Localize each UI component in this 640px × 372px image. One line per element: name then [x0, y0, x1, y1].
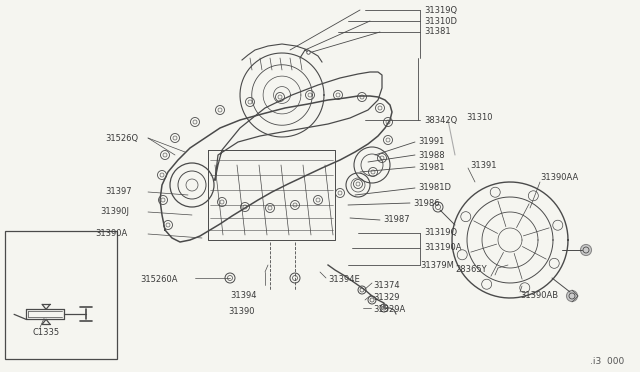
Text: 31397: 31397 — [105, 187, 132, 196]
Text: 31379M: 31379M — [420, 260, 454, 269]
Text: 31394E: 31394E — [328, 276, 360, 285]
Text: 31391: 31391 — [470, 160, 497, 170]
Text: 313190A: 313190A — [424, 244, 461, 253]
Text: 31390: 31390 — [228, 308, 255, 317]
Text: 31987: 31987 — [383, 215, 410, 224]
Text: 31390A: 31390A — [95, 230, 127, 238]
Text: 31390J: 31390J — [100, 208, 129, 217]
Text: 31374: 31374 — [373, 280, 399, 289]
Text: 31526Q: 31526Q — [105, 134, 138, 142]
Text: 31319Q: 31319Q — [424, 6, 457, 15]
Text: 31981: 31981 — [418, 163, 445, 171]
Text: 31986: 31986 — [413, 199, 440, 208]
Text: 31329A: 31329A — [373, 305, 405, 314]
Text: 31310D: 31310D — [424, 16, 457, 26]
Circle shape — [566, 291, 577, 301]
Text: 31310: 31310 — [466, 113, 493, 122]
Text: 31394: 31394 — [230, 291, 257, 299]
Text: 315260A: 315260A — [140, 276, 177, 285]
Text: 31390AA: 31390AA — [540, 173, 579, 183]
Text: 28365Y: 28365Y — [455, 266, 486, 275]
Text: C1335: C1335 — [32, 328, 60, 337]
Text: 31981D: 31981D — [418, 183, 451, 192]
Bar — [5, 231, 117, 359]
Text: 31390AB: 31390AB — [520, 291, 558, 299]
Text: 31329: 31329 — [373, 292, 399, 301]
Text: .i3  000: .i3 000 — [590, 357, 624, 366]
Text: 38342Q: 38342Q — [424, 115, 457, 125]
Circle shape — [580, 244, 591, 256]
Text: 31988: 31988 — [418, 151, 445, 160]
Text: 31381: 31381 — [424, 28, 451, 36]
Text: 31319Q: 31319Q — [424, 228, 457, 237]
Text: 31991: 31991 — [418, 138, 444, 147]
